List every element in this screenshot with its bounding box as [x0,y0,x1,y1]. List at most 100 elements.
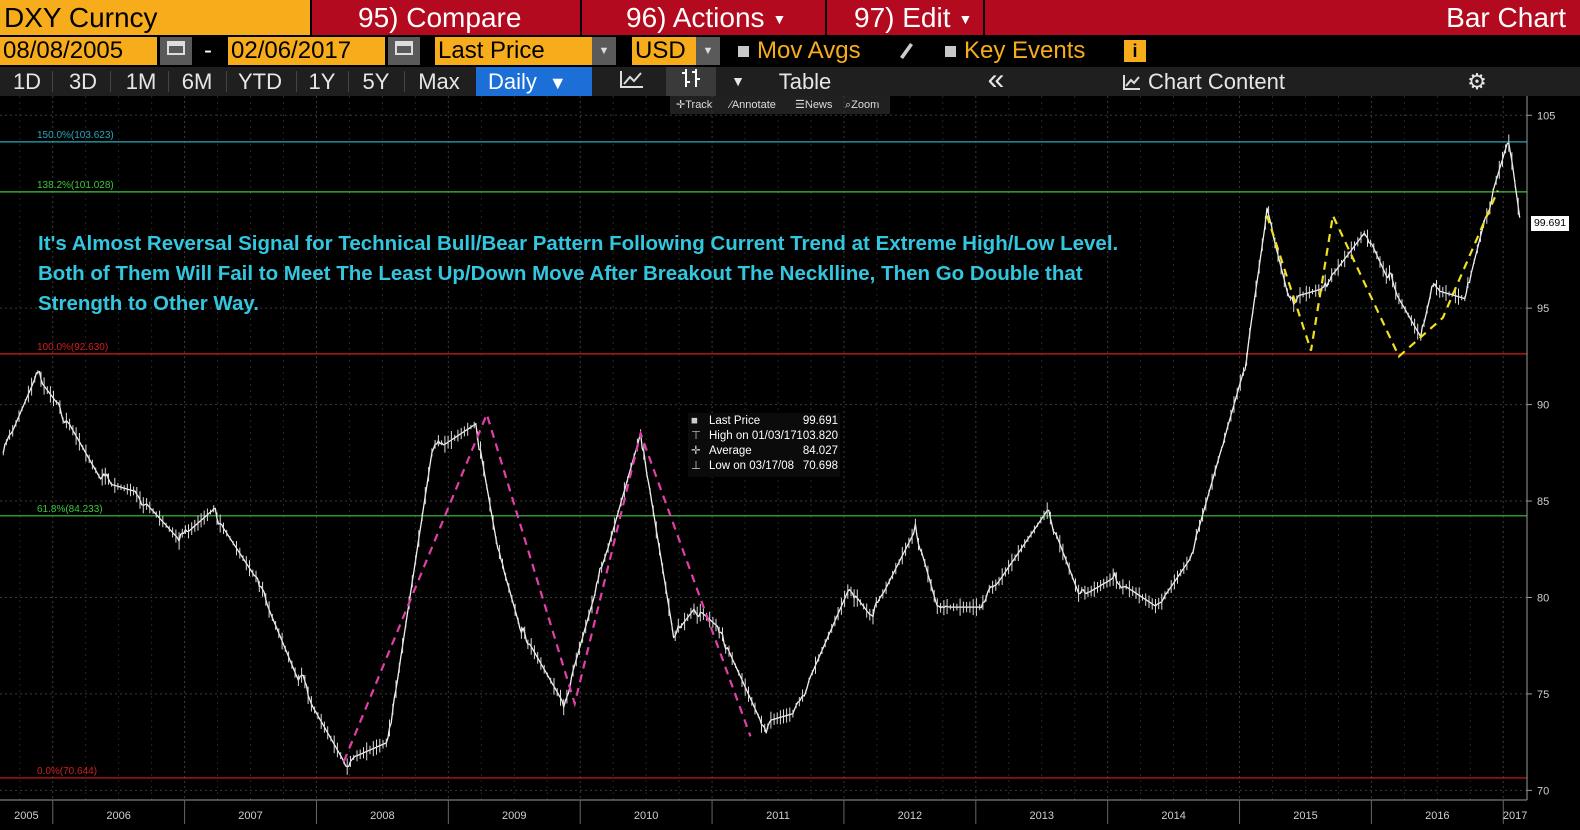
chevron-down-icon: ▼ [548,73,567,93]
zoom-tool[interactable]: ⌕ Zoom [845,96,879,114]
field-select[interactable]: Last Price [435,37,592,65]
tab-max[interactable]: Max [418,69,460,94]
header-bar: DXY Curncy 95) Compare 96) Actions ▼ 97) … [0,0,1580,35]
x-tick-label: 2008 [370,810,394,822]
y-tick-label: 80 [1537,592,1549,604]
annotate-label: Annotate [731,99,776,111]
date-separator: - [204,37,212,64]
actions-label: 96) Actions [626,2,765,33]
tab-1m[interactable]: 1M [125,69,157,94]
pencil-icon[interactable] [897,39,915,67]
legend-low-marker: ⊥ [691,460,702,472]
actions-menu[interactable]: 96) Actions ▼ [580,0,825,35]
frequency-label: Daily [488,69,537,94]
calendar-icon[interactable] [160,37,192,65]
tab-3d[interactable]: 3D [68,69,98,94]
tab-divider [110,71,111,92]
track-tool[interactable]: ✛ Track [676,96,712,114]
tab-divider [296,71,297,92]
compare-button[interactable]: 95) Compare [310,0,580,35]
chevron-down-icon[interactable]: ▼ [731,73,745,89]
y-tick-label: 90 [1537,400,1549,412]
annotate-tool[interactable]: ⁄ Annotate [730,96,776,114]
tab-ytd[interactable]: YTD [238,69,282,94]
tab-5y[interactable]: 5Y [362,69,390,94]
mov-avgs-toggle[interactable]: Mov Avgs [738,37,861,65]
calendar-icon[interactable] [388,37,420,65]
currency-select[interactable]: USD [632,37,696,65]
chevron-down-icon: ▼ [958,11,973,28]
y-tick-label: 105 [1537,110,1555,122]
chevron-down-icon[interactable]: ▼ [696,37,720,65]
chart-content-icon [1122,69,1142,98]
fibonacci-level-label: 0.0%(70.644) [37,766,97,777]
table-button[interactable]: Table [778,69,832,94]
magenta-pattern-line [342,410,752,762]
x-tick-label: 2006 [106,810,130,822]
key-events-toggle[interactable]: Key Events [945,37,1085,65]
tab-divider [52,71,53,92]
price-chart[interactable]: 150.0%(103.623) 138.2%(101.028) 100.0%(92.… [0,96,1580,830]
legend-high-label: High on 01/03/17 [709,430,797,442]
tab-1d[interactable]: 1D [12,69,42,94]
gear-icon[interactable]: ⚙ [1467,69,1487,94]
price-legend: ■ Last Price 99.691 ⊤ High on 01/03/17 1… [688,413,840,477]
frequency-select[interactable]: Daily ▼ [476,67,592,96]
line-chart-icon[interactable] [612,67,652,96]
info-icon[interactable]: i [1124,40,1146,62]
fibonacci-level-label: 100.0%(92.630) [37,342,108,353]
legend-average-marker: ✛ [691,445,701,457]
x-tick-label: 2016 [1425,810,1449,822]
legend-high-value: 103.820 [796,430,838,442]
x-tick-label: 2010 [634,810,658,822]
fibonacci-level-label: 138.2%(101.028) [37,180,114,191]
legend-low-label: Low on 03/17/08 [709,460,795,472]
x-tick-label: 2005 [14,810,38,822]
y-tick-label: 85 [1537,496,1549,508]
legend-last-marker: ■ [691,415,698,427]
tab-divider [404,71,405,92]
edit-menu[interactable]: 97) Edit ▼ [825,0,985,35]
legend-high-marker: ⊤ [691,430,702,442]
tab-divider [348,71,349,92]
bar-chart-icon[interactable] [666,67,716,96]
legend-last-value: 99.691 [802,415,838,427]
mov-avgs-checkbox[interactable] [738,46,749,58]
y-tick-label: 75 [1537,689,1549,701]
tab-divider [226,71,227,92]
x-tick-label: 2014 [1161,810,1185,822]
tab-1y[interactable]: 1Y [308,69,336,94]
legend-last: ■ Last Price 99.691 [688,414,840,429]
annotation-line-2: Both of Them Will Fail to Meet The Least… [38,262,1083,285]
price-bars [2,134,1519,775]
last-price-tag: 99.691 [1531,216,1569,231]
news-tool[interactable]: ☰ News [795,96,832,114]
end-date-field[interactable]: 02/06/2017 [228,37,385,65]
x-tick-label: 2015 [1293,810,1317,822]
mov-avgs-label: Mov Avgs [757,37,861,64]
x-tick-label: 2007 [238,810,262,822]
tab-6m[interactable]: 6M [181,69,213,94]
chevron-down-icon: ▼ [772,11,787,28]
legend-average-value: 84.027 [802,445,838,457]
start-date-field[interactable]: 08/08/2005 [0,37,157,65]
legend-low-value: 70.698 [802,460,838,472]
collapse-icon[interactable]: « [987,63,1005,96]
tab-divider [168,71,169,92]
y-tick-label: 70 [1537,785,1549,797]
ticker-field[interactable]: DXY Curncy [0,0,310,35]
key-events-checkbox[interactable] [945,46,956,58]
chart-kind-label: Bar Chart [1446,2,1566,33]
chart-content-label: Chart Content [1148,69,1285,94]
x-tick-label: 2017 [1503,810,1527,822]
fibonacci-level-label: 150.0%(103.623) [37,130,114,141]
x-tick-label: 2009 [502,810,526,822]
fibonacci-level-label: 61.8%(84.233) [37,504,103,515]
track-label: Track [685,99,713,111]
chart-content-button[interactable]: Chart Content [1122,67,1312,96]
chevron-down-icon[interactable]: ▼ [592,37,616,65]
x-tick-label: 2013 [1029,810,1053,822]
chart-annotation: It's Almost Reversal Signal for Technica… [38,229,1148,319]
zoom-label: Zoom [851,99,880,111]
legend-low: ⊥ Low on 03/17/08 70.698 [688,459,840,474]
